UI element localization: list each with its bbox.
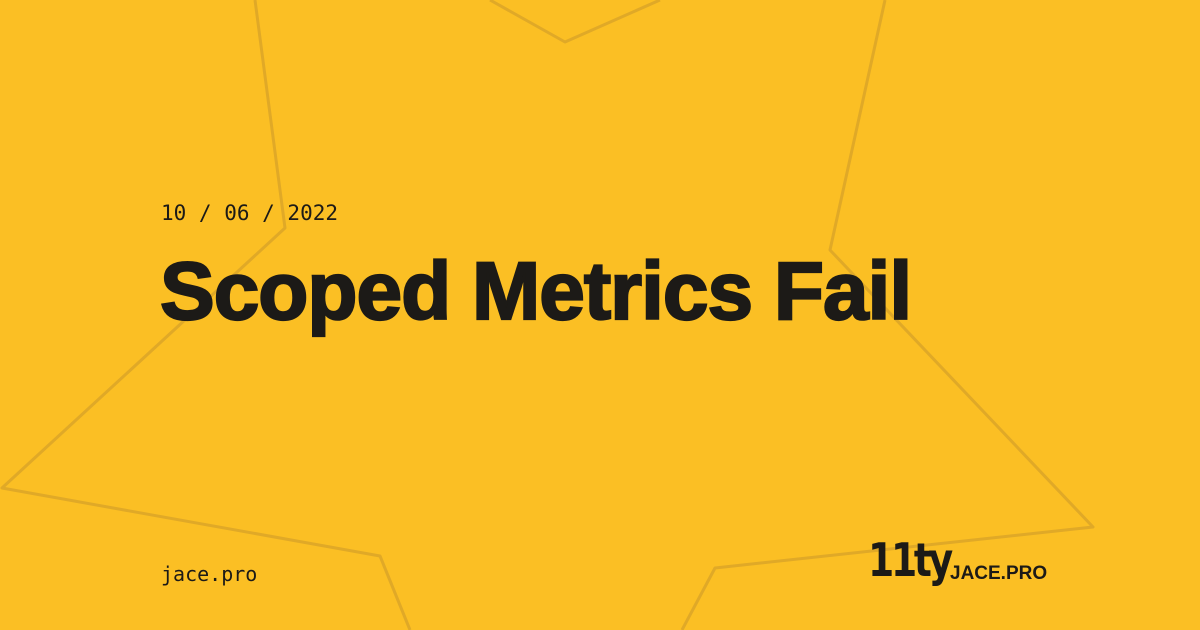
site-brand: JACE.PRO <box>950 563 1048 584</box>
post-date: 10 / 06 / 2022 <box>161 201 339 225</box>
post-title: Scoped Metrics Fail <box>159 245 913 338</box>
eleventy-logo: 11ty <box>868 533 953 587</box>
site-url: jace.pro <box>161 562 258 586</box>
